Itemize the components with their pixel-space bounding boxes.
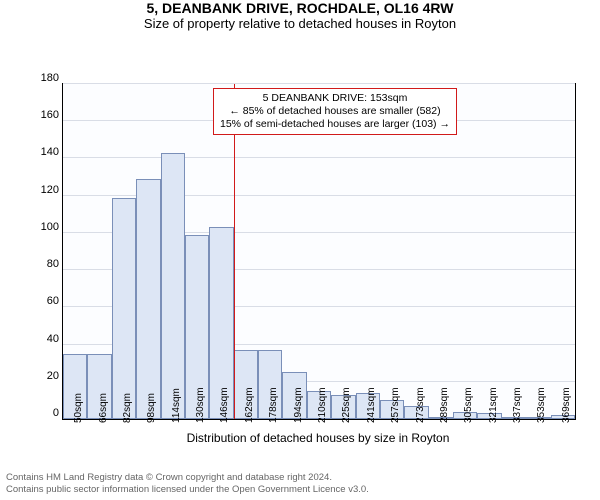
x-tick-label: 98sqm <box>146 393 157 423</box>
x-tick-label: 369sqm <box>561 387 572 423</box>
y-tick-label: 160 <box>41 109 63 121</box>
x-tick-label: 162sqm <box>244 387 255 423</box>
y-tick-label: 180 <box>41 72 63 84</box>
x-axis-label: Distribution of detached houses by size … <box>62 431 574 445</box>
x-tick-label: 146sqm <box>219 387 230 423</box>
x-tick-label: 194sqm <box>293 387 304 423</box>
chart-area: Number of detached properties 0204060801… <box>0 35 600 466</box>
gridline <box>63 83 575 84</box>
chart-title-sub: Size of property relative to detached ho… <box>0 16 600 31</box>
x-tick-label: 257sqm <box>390 387 401 423</box>
x-tick-label: 66sqm <box>98 393 109 423</box>
y-tick-label: 80 <box>47 258 63 270</box>
x-tick-label: 210sqm <box>317 387 328 423</box>
y-tick-label: 0 <box>53 407 63 419</box>
attribution-line2: Contains public sector information licen… <box>6 484 369 496</box>
attribution-line1: Contains HM Land Registry data © Crown c… <box>6 472 369 484</box>
annotation-line3: 15% of semi-detached houses are larger (… <box>220 118 450 131</box>
histogram-bar <box>161 153 185 419</box>
chart-title-main: 5, DEANBANK DRIVE, ROCHDALE, OL16 4RW <box>0 0 600 16</box>
y-tick-label: 40 <box>47 333 63 345</box>
y-tick-label: 60 <box>47 295 63 307</box>
x-tick-label: 289sqm <box>439 387 450 423</box>
y-tick-label: 20 <box>47 370 63 382</box>
x-tick-label: 82sqm <box>122 393 133 423</box>
attribution: Contains HM Land Registry data © Crown c… <box>6 472 369 496</box>
annotation-line1: 5 DEANBANK DRIVE: 153sqm <box>220 92 450 105</box>
y-tick-label: 120 <box>41 184 63 196</box>
plot-area: 02040608010012014016018050sqm66sqm82sqm9… <box>62 83 576 420</box>
x-tick-label: 241sqm <box>366 387 377 423</box>
y-tick-label: 140 <box>41 146 63 158</box>
annotation-line2: ← 85% of detached houses are smaller (58… <box>220 105 450 118</box>
annotation-box: 5 DEANBANK DRIVE: 153sqm← 85% of detache… <box>213 88 457 135</box>
x-tick-label: 273sqm <box>415 387 426 423</box>
x-tick-label: 130sqm <box>195 387 206 423</box>
histogram-bar <box>136 179 160 419</box>
x-tick-label: 225sqm <box>341 387 352 423</box>
gridline <box>63 157 575 158</box>
x-tick-label: 321sqm <box>488 387 499 423</box>
y-tick-label: 100 <box>41 221 63 233</box>
x-tick-label: 50sqm <box>73 393 84 423</box>
x-tick-label: 305sqm <box>463 387 474 423</box>
histogram-bar <box>112 198 136 419</box>
x-tick-label: 353sqm <box>536 387 547 423</box>
x-tick-label: 337sqm <box>512 387 523 423</box>
x-tick-label: 178sqm <box>268 387 279 423</box>
x-tick-label: 114sqm <box>171 388 182 423</box>
